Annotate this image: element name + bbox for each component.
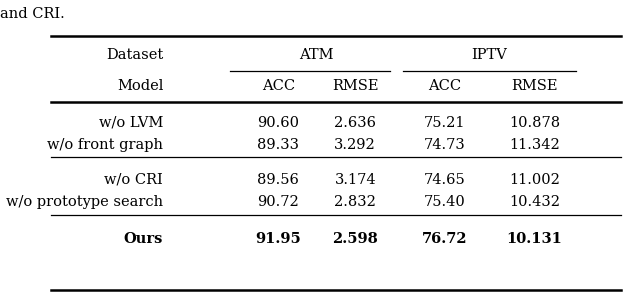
Text: 10.878: 10.878 — [509, 116, 560, 130]
Text: w/o CRI: w/o CRI — [104, 173, 163, 187]
Text: IPTV: IPTV — [472, 48, 508, 62]
Text: 89.33: 89.33 — [257, 138, 300, 152]
Text: 76.72: 76.72 — [422, 232, 468, 247]
Text: 90.72: 90.72 — [257, 195, 300, 209]
Text: 75.40: 75.40 — [424, 195, 466, 209]
Text: and CRI.: and CRI. — [0, 7, 65, 21]
Text: ACC: ACC — [262, 79, 295, 93]
Text: 74.65: 74.65 — [424, 173, 466, 187]
Text: RMSE: RMSE — [511, 79, 557, 93]
Text: ACC: ACC — [428, 79, 461, 93]
Text: 91.95: 91.95 — [255, 232, 301, 247]
Text: Model: Model — [117, 79, 163, 93]
Text: 75.21: 75.21 — [424, 116, 465, 130]
Text: w/o prototype search: w/o prototype search — [6, 195, 163, 209]
Text: w/o front graph: w/o front graph — [47, 138, 163, 152]
Text: 10.432: 10.432 — [509, 195, 560, 209]
Text: w/o LVM: w/o LVM — [99, 116, 163, 130]
Text: 89.56: 89.56 — [257, 173, 300, 187]
Text: 90.60: 90.60 — [257, 116, 300, 130]
Text: 10.131: 10.131 — [506, 232, 563, 247]
Text: 2.832: 2.832 — [334, 195, 376, 209]
Text: ATM: ATM — [300, 48, 334, 62]
Text: RMSE: RMSE — [332, 79, 378, 93]
Text: 2.598: 2.598 — [332, 232, 378, 247]
Text: 11.342: 11.342 — [509, 138, 560, 152]
Text: 11.002: 11.002 — [509, 173, 560, 187]
Text: 3.292: 3.292 — [334, 138, 376, 152]
Text: Dataset: Dataset — [106, 48, 163, 62]
Text: 3.174: 3.174 — [334, 173, 376, 187]
Text: Ours: Ours — [124, 232, 163, 247]
Text: 2.636: 2.636 — [334, 116, 376, 130]
Text: 74.73: 74.73 — [424, 138, 466, 152]
